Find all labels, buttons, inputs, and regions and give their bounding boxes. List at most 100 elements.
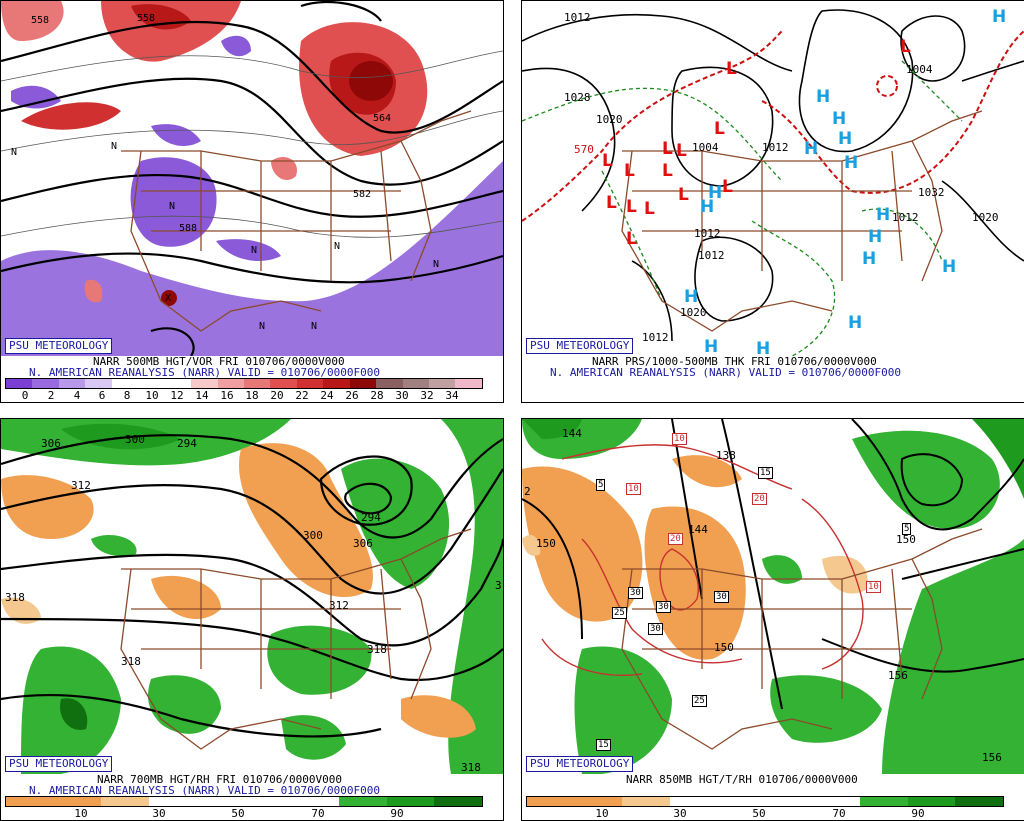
high-center: H	[804, 139, 819, 159]
low-center: L	[624, 161, 635, 181]
scale-tick: 30	[152, 807, 166, 820]
contour-label: 588	[179, 223, 198, 234]
temp-label: 10	[626, 483, 641, 495]
temp-label: 30	[648, 623, 663, 635]
isobar-label: 1012	[762, 141, 789, 154]
vort-mark: N	[111, 141, 118, 152]
scale-tick: 34	[445, 389, 459, 402]
low-center: L	[676, 141, 687, 161]
scale-tick: 10	[145, 389, 159, 402]
high-center: H	[704, 337, 719, 357]
scale-tick: 20	[270, 389, 284, 402]
low-center: L	[714, 119, 725, 139]
high-center: H	[832, 109, 847, 129]
temp-label: 10	[866, 581, 881, 593]
temp-label: 5	[902, 523, 912, 535]
pressure-map	[522, 9, 1024, 356]
isobar-label: 1012	[642, 331, 669, 344]
low-center: L	[626, 197, 637, 217]
high-center: H	[684, 287, 699, 307]
panel-title: NARR PRS/1000-500MB THK FRI 010706/0000V…	[592, 355, 877, 368]
low-center: L	[678, 185, 689, 205]
valid-time: N. AMERICAN REANALYSIS (NARR) VALID = 01…	[550, 366, 901, 379]
contour-label: 150	[896, 533, 916, 546]
contour-label: 312	[329, 599, 349, 612]
scale-tick: 90	[911, 807, 925, 820]
panel-pressure-thickness: 1012 1028 1020 1004 1012 1012 1012 1020 …	[521, 0, 1024, 403]
contour-label: 144	[688, 523, 708, 536]
panel-700mb-rh: 306 300 294 312 318 318 300 306 294 312 …	[0, 418, 504, 821]
panel-500mb-vorticity: PSU METEOROLOGY NARR 500MB HGT/VOR FRI 0…	[0, 0, 504, 403]
low-center: L	[662, 161, 673, 181]
contour-label: 300	[303, 529, 323, 542]
contour-label: 306	[41, 437, 61, 450]
isobar-label: 1032	[918, 186, 945, 199]
high-center: H	[862, 249, 877, 269]
scale-tick: 50	[752, 807, 766, 820]
valid-time: N. AMERICAN REANALYSIS (NARR) VALID = 01…	[29, 366, 380, 379]
vort-mark: N	[11, 147, 18, 158]
temp-label: 25	[612, 607, 627, 619]
scale-tick: 10	[74, 807, 88, 820]
scale-tick: 30	[395, 389, 409, 402]
isobar-label: 1020	[680, 306, 707, 319]
temp-label: 15	[758, 467, 773, 479]
contour-label: 156	[982, 751, 1002, 764]
low-center: L	[900, 37, 911, 57]
credit-badge: PSU METEOROLOGY	[5, 338, 113, 354]
credit-badge: PSU METEOROLOGY	[526, 338, 634, 354]
contour-label: 300	[125, 433, 145, 446]
scale-tick: 12	[170, 389, 184, 402]
rh-color-scale	[526, 796, 1004, 807]
isobar-label: 1004	[906, 63, 933, 76]
high-center: H	[844, 153, 859, 173]
low-center: L	[644, 199, 655, 219]
contour-label: 558	[31, 15, 50, 26]
scale-tick: 70	[832, 807, 846, 820]
contour-label: 318	[5, 591, 25, 604]
isobar-label: 570	[574, 143, 594, 156]
low-center: L	[606, 193, 617, 213]
scale-tick: 2	[47, 389, 55, 402]
low-center: L	[726, 59, 737, 79]
high-center: H	[708, 183, 723, 203]
high-center: H	[700, 197, 715, 217]
scale-tick: 22	[295, 389, 309, 402]
contour-label: 2	[524, 485, 531, 498]
contour-label: 318	[121, 655, 141, 668]
high-center: H	[992, 7, 1007, 27]
scale-tick: 90	[390, 807, 404, 820]
scale-tick: 4	[73, 389, 81, 402]
scale-tick: 24	[320, 389, 334, 402]
low-center: L	[602, 151, 613, 171]
vort-mark: N	[433, 259, 440, 270]
contour-label: 294	[361, 511, 381, 524]
rh-color-scale	[5, 796, 483, 807]
contour-label: 312	[71, 479, 91, 492]
low-center: L	[722, 177, 733, 197]
low-center: L	[626, 229, 637, 249]
scale-tick: 6	[98, 389, 106, 402]
temp-label: 30	[656, 601, 671, 613]
contour-label: 156	[888, 669, 908, 682]
contour-label: 150	[714, 641, 734, 654]
high-center: H	[838, 129, 853, 149]
temp-label: 25	[692, 695, 707, 707]
contour-label: 150	[536, 537, 556, 550]
valid-time: N. AMERICAN REANALYSIS (NARR) VALID = 01…	[29, 784, 380, 797]
contour-label: 3	[495, 579, 502, 592]
temp-label: 30	[714, 591, 729, 603]
contour-label: 138	[716, 449, 736, 462]
isobar-label: 1012	[564, 11, 591, 24]
contour-label: 318	[461, 761, 481, 774]
vorticity-map	[1, 1, 503, 356]
scale-tick: 18	[245, 389, 259, 402]
isobar-label: 1012	[892, 211, 919, 224]
scale-tick: 16	[220, 389, 234, 402]
panel-title: NARR 500MB HGT/VOR FRI 010706/0000V000	[93, 355, 345, 368]
contour-label: 582	[353, 189, 372, 200]
scale-tick: 70	[311, 807, 325, 820]
credit-badge: PSU METEOROLOGY	[5, 756, 113, 772]
high-center: H	[876, 205, 891, 225]
temp-label: 20	[668, 533, 683, 545]
